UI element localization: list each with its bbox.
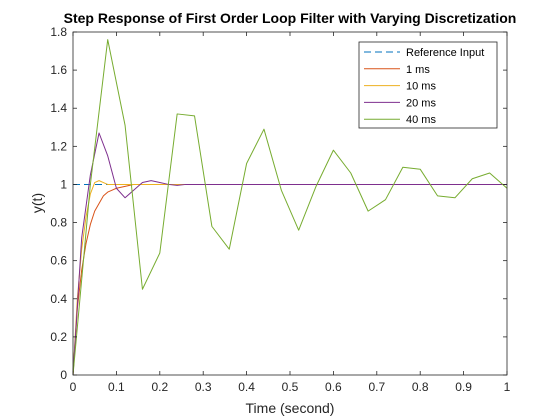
x-tick-label: 0.5: [282, 380, 299, 394]
series-layer: [72, 39, 508, 376]
x-tick-label: 0.7: [368, 380, 385, 394]
plot-frame: [72, 31, 508, 376]
x-tick-label: 0: [70, 380, 77, 394]
y-tick-label: 1.2: [50, 139, 67, 153]
y-tick-label: 1: [60, 177, 67, 191]
legend-label-1: 1 ms: [406, 64, 430, 76]
series-line-3: [72, 132, 507, 376]
legend-label-2: 10 ms: [406, 81, 436, 93]
ticks-layer: 0 0.1 0.2 0.3 0.4 0.5 0.6 0.7 0.8 0.9 1 0 0.2 0.4 0.6 0…: [50, 25, 510, 394]
x-tick-label: 0.8: [412, 380, 429, 394]
y-tick-label: 0: [60, 368, 67, 382]
x-tick-label: 0.6: [325, 380, 342, 394]
legend-label-4: 40 ms: [406, 114, 436, 126]
series-line-4: [72, 39, 508, 376]
y-tick-label: 1.8: [50, 25, 67, 39]
y-tick-label: 0.2: [50, 330, 67, 344]
legend-label-3: 20 ms: [406, 97, 436, 109]
y-tick-label: 0.8: [50, 216, 67, 230]
y-axis-label: y(t): [29, 193, 45, 213]
x-tick-label: 0.4: [238, 380, 255, 394]
y-tick-label: 1.6: [50, 63, 67, 77]
legend-box: [358, 41, 498, 129]
x-axis-label: Time (second): [246, 400, 335, 416]
x-tick-label: 1: [504, 380, 511, 394]
legend-label-0: Reference Input: [406, 47, 484, 59]
chart-title: Step Response of First Order Loop Filter…: [64, 10, 517, 26]
legend: Reference Input 1 ms 10 ms 20 ms 40 ms: [358, 41, 498, 129]
x-tick-label: 0.1: [108, 380, 125, 394]
x-tick-label: 0.3: [195, 380, 212, 394]
y-tick-label: 0.4: [50, 292, 67, 306]
y-tick-label: 0.6: [50, 254, 67, 268]
x-tick-label: 0.2: [151, 380, 168, 394]
x-tick-label: 0.9: [455, 380, 472, 394]
y-tick-label: 1.4: [50, 101, 67, 115]
